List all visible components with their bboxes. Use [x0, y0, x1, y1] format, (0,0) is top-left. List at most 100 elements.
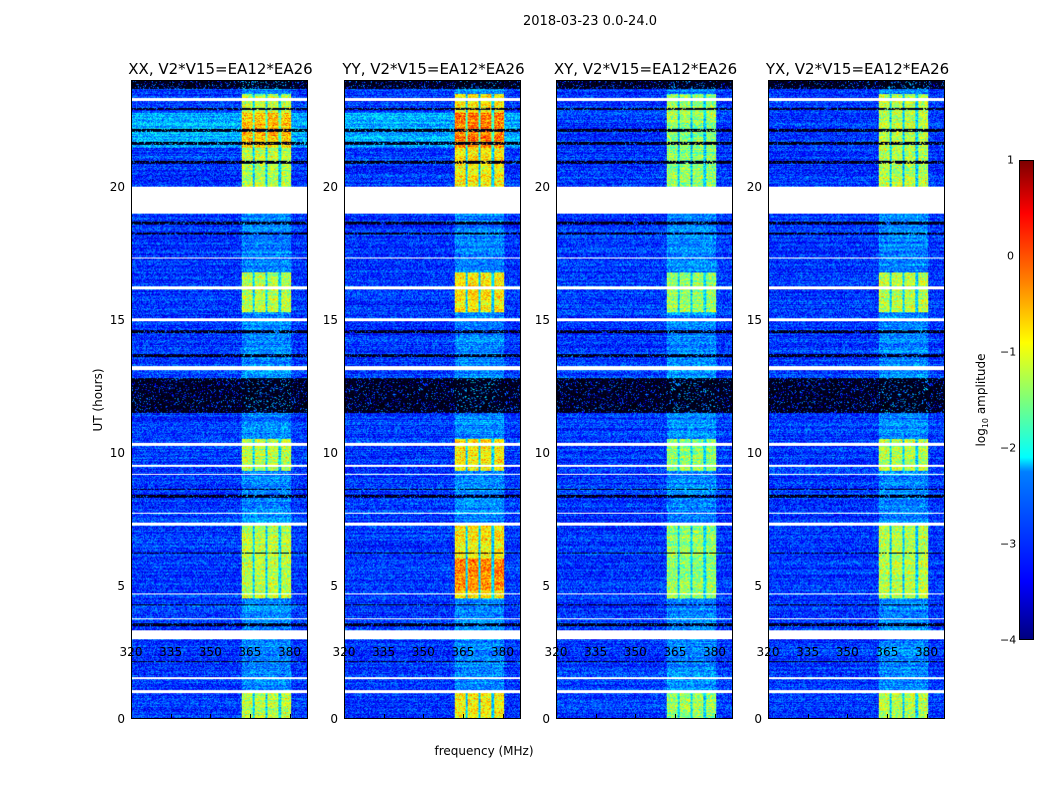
colorbar-tick-label: −2	[1000, 441, 1017, 455]
x-tick-mark	[210, 714, 212, 719]
x-tick-mark	[714, 80, 716, 85]
x-tick-label: 320	[119, 645, 143, 659]
y-tick-label: 5	[754, 578, 762, 593]
x-tick-mark	[423, 80, 425, 85]
x-tick-label: 365	[451, 645, 475, 659]
y-tick-label: 0	[117, 712, 125, 726]
x-tick-mark	[847, 80, 849, 85]
x-tick-mark	[714, 714, 716, 719]
x-tick-mark	[344, 714, 345, 719]
x-tick-label: 365	[875, 645, 899, 659]
x-tick-mark	[674, 714, 676, 719]
x-tick-label: 380	[278, 645, 301, 659]
y-tick-label: 15	[534, 312, 550, 327]
x-tick-mark	[289, 80, 291, 85]
colorbar-tick-label: −4	[1000, 633, 1017, 647]
x-tick-mark	[502, 714, 504, 719]
x-tick-mark	[249, 714, 251, 719]
panel-title: YX, V2*V15=EA12*EA26	[765, 60, 950, 78]
y-tick-label: 20	[109, 179, 125, 194]
y-tick-label: 15	[109, 312, 125, 327]
y-tick-label: 20	[534, 179, 550, 194]
x-tick-mark	[502, 80, 504, 85]
x-tick-mark	[170, 714, 172, 719]
y-tick-label: 15	[322, 312, 338, 327]
colorbar-tick-label: −1	[1000, 345, 1017, 359]
x-tick-mark	[595, 714, 597, 719]
x-tick-label: 350	[835, 645, 859, 659]
x-tick-mark	[249, 80, 251, 85]
x-tick-label: 350	[623, 645, 647, 659]
y-tick-label: 0	[542, 712, 550, 726]
x-tick-label: 380	[703, 645, 726, 659]
panel-title: XY, V2*V15=EA12*EA26	[553, 60, 738, 78]
x-tick-mark	[170, 80, 172, 85]
colorbar-label: log10 amplitude	[973, 353, 991, 447]
x-tick-label: 320	[544, 645, 568, 659]
heatmap-panel-1: XX, V2*V15=EA12*EA26	[128, 60, 313, 719]
x-tick-mark	[886, 714, 888, 719]
x-tick-mark	[807, 80, 809, 85]
x-tick-mark	[926, 714, 928, 719]
x-tick-label: 335	[159, 645, 183, 659]
panel-title: YY, V2*V15=EA12*EA26	[342, 60, 525, 78]
x-tick-mark	[635, 714, 637, 719]
x-tick-mark	[383, 80, 385, 85]
x-tick-label: 365	[663, 645, 687, 659]
y-axis-label: UT (hours)	[91, 368, 105, 432]
panel-title: XX, V2*V15=EA12*EA26	[128, 60, 313, 78]
x-tick-mark	[847, 714, 849, 719]
heatmap-image	[345, 81, 520, 718]
heatmap-image	[132, 81, 307, 718]
colorbar-tick-label: −3	[1000, 537, 1017, 551]
y-tick-label: 0	[754, 712, 762, 726]
x-tick-mark	[210, 80, 212, 85]
x-tick-mark	[131, 80, 132, 85]
x-tick-label: 350	[411, 645, 435, 659]
x-tick-label: 320	[756, 645, 780, 659]
y-tick-label: 0	[330, 712, 338, 726]
y-tick-label: 5	[542, 578, 550, 593]
x-tick-mark	[344, 80, 345, 85]
x-tick-label: 380	[915, 645, 938, 659]
heatmap-image	[557, 81, 732, 718]
x-axis-label: frequency (MHz)	[434, 744, 534, 758]
x-tick-label: 335	[796, 645, 820, 659]
x-tick-mark	[423, 714, 425, 719]
x-tick-label: 350	[198, 645, 222, 659]
y-tick-label: 15	[746, 312, 762, 327]
figure-title: 2018-03-23 0.0-24.0	[523, 14, 657, 29]
y-tick-label: 10	[746, 445, 762, 460]
colorbar-tick-label: 1	[1007, 153, 1014, 167]
x-tick-mark	[131, 714, 132, 719]
x-tick-mark	[462, 80, 464, 85]
x-tick-label: 335	[584, 645, 608, 659]
y-tick-label: 10	[322, 445, 338, 460]
x-tick-label: 365	[238, 645, 262, 659]
x-tick-mark	[674, 80, 676, 85]
x-tick-mark	[635, 80, 637, 85]
heatmap-panel-3: XY, V2*V15=EA12*EA26	[554, 60, 737, 719]
heatmap-image	[769, 81, 944, 718]
x-tick-mark	[768, 80, 769, 85]
y-tick-label: 10	[534, 445, 550, 460]
x-tick-label: 335	[372, 645, 396, 659]
x-tick-mark	[807, 714, 809, 719]
y-tick-label: 20	[322, 179, 338, 194]
x-tick-label: 320	[332, 645, 356, 659]
x-tick-label: 380	[491, 645, 514, 659]
y-tick-label: 10	[109, 445, 125, 460]
y-tick-label: 5	[117, 578, 125, 593]
x-tick-mark	[383, 714, 385, 719]
heatmap-panel-2: YY, V2*V15=EA12*EA26	[342, 60, 525, 719]
x-tick-mark	[595, 80, 597, 85]
x-tick-mark	[556, 80, 557, 85]
y-tick-label: 20	[746, 179, 762, 194]
x-tick-mark	[462, 714, 464, 719]
heatmap-panel-4: YX, V2*V15=EA12*EA26	[766, 60, 949, 719]
colorbar-tick-label: 0	[1007, 249, 1014, 263]
x-tick-mark	[926, 80, 928, 85]
x-tick-mark	[768, 714, 769, 719]
x-tick-mark	[289, 714, 291, 719]
